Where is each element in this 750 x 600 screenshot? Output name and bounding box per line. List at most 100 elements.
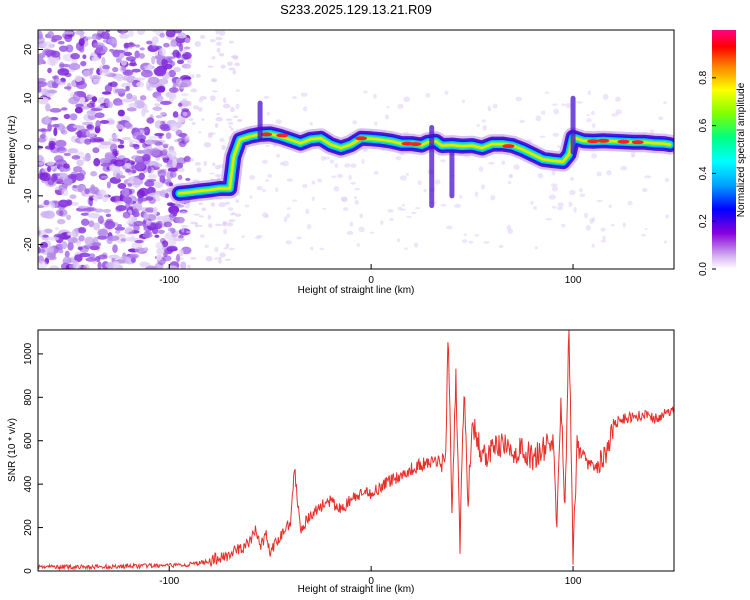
noise-speck	[230, 55, 238, 59]
noise-speck	[116, 124, 125, 130]
noise-speck	[207, 65, 214, 68]
noise-speck	[544, 91, 550, 94]
noise-speck	[305, 208, 310, 215]
noise-speck	[143, 230, 151, 239]
noise-speck	[162, 255, 172, 262]
noise-speck	[76, 239, 81, 247]
snr-panel: -100 0 100 0 200 400 600 800 1000 Height of str…	[7, 329, 675, 595]
noise-speck	[114, 88, 127, 94]
noise-speck	[176, 253, 181, 263]
noise-speck	[97, 254, 108, 260]
noise-speck	[230, 127, 234, 131]
noise-speck	[136, 189, 145, 199]
noise-speck	[168, 87, 179, 93]
noise-speck	[263, 95, 270, 99]
noise-speck	[131, 68, 141, 73]
noise-speck	[300, 92, 308, 97]
noise-speck	[122, 211, 131, 219]
noise-speck	[93, 236, 99, 246]
noise-speck	[91, 33, 99, 40]
noise-speck	[52, 75, 57, 80]
noise-speck	[126, 93, 133, 100]
noise-speck	[155, 215, 166, 221]
noise-speck	[230, 106, 235, 113]
noise-speck	[186, 59, 193, 64]
noise-speck	[296, 236, 302, 240]
noise-speck	[38, 80, 48, 88]
noise-speck	[189, 74, 195, 78]
noise-speck	[241, 235, 245, 239]
noise-speck	[128, 139, 136, 143]
colorbar-tick-label: 0.8	[698, 70, 709, 84]
noise-speck	[50, 202, 56, 209]
noise-speck	[506, 224, 512, 231]
spectrogram-frame	[37, 29, 675, 270]
noise-speck	[615, 96, 621, 102]
noise-speck	[329, 159, 335, 164]
noise-speck	[93, 158, 101, 167]
noise-speck	[47, 166, 52, 172]
noise-speck	[557, 202, 564, 208]
noise-speck	[306, 223, 312, 230]
noise-speck	[478, 166, 484, 173]
noise-speck	[78, 205, 87, 209]
noise-speck	[180, 211, 188, 215]
noise-speck	[173, 66, 182, 73]
noise-speck	[476, 124, 480, 127]
noise-speck	[102, 64, 110, 70]
noise-speck	[92, 147, 100, 154]
noise-speck	[94, 208, 104, 213]
noise-speck	[63, 31, 74, 35]
snr-series-line	[38, 330, 674, 571]
noise-speck	[583, 212, 589, 219]
noise-speck	[482, 125, 487, 131]
noise-speck	[153, 163, 163, 168]
noise-speck	[176, 124, 181, 129]
noise-speck	[187, 264, 191, 269]
spectrogram-x-ticks: -100 0 100	[159, 264, 582, 286]
noise-speck	[39, 241, 48, 249]
noise-speck	[182, 79, 192, 83]
noise-speck	[156, 95, 164, 102]
x-tick-label: -100	[159, 576, 179, 587]
noise-speck	[180, 261, 187, 269]
noise-speck	[76, 159, 84, 167]
noise-speck	[605, 170, 612, 176]
noise-speck	[145, 220, 152, 226]
noise-speck	[265, 179, 269, 182]
snr-x-label: Height of straight line (km)	[298, 584, 415, 595]
noise-speck	[122, 196, 133, 204]
noise-speck	[91, 96, 98, 103]
noise-speck	[55, 78, 62, 84]
noise-speck	[221, 144, 226, 151]
noise-speck	[557, 145, 561, 149]
noise-speck	[309, 122, 313, 126]
noise-speck	[218, 30, 226, 36]
noise-speck	[136, 81, 145, 87]
noise-speck	[198, 215, 205, 218]
noise-speck	[483, 241, 490, 244]
noise-speck	[226, 222, 234, 227]
signal-ridge	[169, 95, 674, 209]
noise-speck	[175, 78, 183, 85]
noise-speck	[84, 188, 90, 195]
noise-speck	[177, 59, 185, 65]
noise-speck	[622, 222, 626, 228]
noise-speck	[133, 77, 146, 81]
noise-speck	[161, 240, 169, 248]
y-tick-label: 20	[23, 44, 34, 56]
noise-speck	[615, 109, 622, 115]
ridge-hotspot	[355, 136, 368, 141]
colorbar-tick-label: 0.4	[698, 166, 709, 180]
noise-speck	[112, 260, 121, 269]
noise-speck	[60, 78, 66, 82]
noise-speck	[208, 172, 215, 175]
noise-speck	[48, 246, 55, 254]
noise-speck	[56, 218, 66, 225]
noise-speck	[265, 144, 271, 147]
noise-speck	[59, 63, 70, 68]
noise-speck	[74, 106, 83, 114]
noise-speck	[440, 204, 447, 207]
noise-speck	[72, 124, 81, 129]
noise-speck	[146, 178, 157, 182]
